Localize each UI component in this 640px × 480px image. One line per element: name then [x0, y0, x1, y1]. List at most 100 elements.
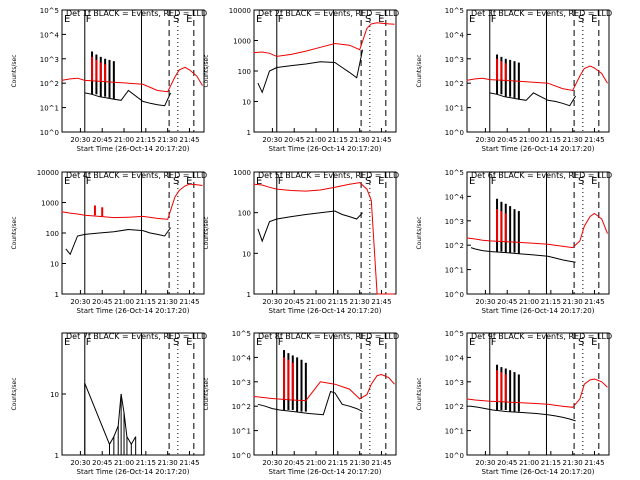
x-tick-label: 21:00 — [519, 298, 539, 306]
event-marker-letter: F — [86, 176, 92, 187]
y-tick-label: 10^4 — [445, 31, 465, 39]
event-marker-letter: F — [491, 176, 497, 187]
x-tick-label: 20:45 — [284, 298, 304, 306]
series-line-events — [489, 92, 577, 107]
x-axis-label: Start Time (26-Oct-14 20:17:20) — [269, 468, 382, 476]
y-axis-label: Counts/sec — [11, 377, 18, 410]
y-tick-label: 1000 — [233, 169, 251, 177]
series-line-lld — [466, 212, 608, 249]
x-tick-label: 21:30 — [563, 136, 583, 144]
x-tick-label: 20:30 — [262, 298, 282, 306]
series-line-events — [257, 210, 363, 243]
event-marker-letter: F — [278, 176, 284, 187]
panel-title: Det 8f BLACK = Events, RED = LLD — [258, 332, 399, 341]
x-tick-label: 21:00 — [519, 459, 539, 467]
y-tick-label: 10^0 — [445, 129, 464, 137]
y-tick-label: 10 — [242, 99, 251, 107]
y-tick-label: 100 — [46, 230, 59, 238]
event-marker-letter: F — [278, 337, 284, 348]
series-line-lld — [466, 65, 608, 92]
detector-panel-3: Det 3f BLACK = Events, RED = LLD Counts/s… — [416, 7, 612, 153]
x-tick-label: 21:45 — [584, 298, 604, 306]
y-tick-label: 10^1 — [445, 428, 464, 436]
plot-frame — [61, 171, 205, 295]
event-marker-letter: S — [173, 337, 179, 348]
x-axis-label: Start Time (26-Oct-14 20:17:20) — [482, 307, 595, 315]
x-tick-label: 21:00 — [306, 298, 326, 306]
y-tick-label: 1 — [55, 452, 59, 460]
x-tick-label: 20:30 — [70, 298, 90, 306]
detector-panel-4: Det 4f BLACK = Events, RED = LLD Counts/s… — [11, 169, 207, 315]
event-marker-letter: S — [578, 337, 584, 348]
x-tick-label: 20:45 — [497, 298, 517, 306]
event-marker-letter: S — [365, 176, 371, 187]
event-marker-letter: E — [469, 14, 475, 25]
event-marker-letter: S — [578, 14, 584, 25]
y-tick-label: 10^2 — [40, 80, 59, 88]
y-tick-label: 1000 — [233, 38, 251, 46]
x-tick-label: 21:45 — [179, 136, 199, 144]
y-axis-label: Counts/sec — [203, 54, 210, 87]
x-tick-label: 21:30 — [350, 459, 370, 467]
panel-title: Det 2f BLACK = Events, RED = LLD — [258, 9, 399, 18]
x-tick-label: 21:45 — [179, 298, 199, 306]
detector-panel-6: Det 6f BLACK = Events, RED = LLD Counts/s… — [416, 169, 612, 315]
plot-frame — [253, 332, 397, 456]
x-axis-label: Start Time (26-Oct-14 20:17:20) — [482, 468, 595, 476]
event-marker-letter: E — [378, 337, 384, 348]
plot-frame — [466, 171, 610, 295]
event-marker-letter: E — [469, 176, 475, 187]
plot-frame — [61, 332, 205, 456]
x-tick-label: 21:00 — [306, 136, 326, 144]
event-marker-letter: E — [256, 176, 262, 187]
event-marker-letter: S — [578, 176, 584, 187]
x-tick-label: 21:15 — [328, 459, 348, 467]
x-tick-label: 21:45 — [179, 459, 199, 467]
y-axis-label: Counts/sec — [416, 216, 423, 249]
series-line-lld — [61, 183, 203, 220]
x-tick-label: 20:45 — [284, 459, 304, 467]
y-tick-label: 10^3 — [445, 218, 464, 226]
y-tick-label: 10^1 — [445, 267, 464, 275]
y-tick-label: 10^2 — [232, 403, 251, 411]
series-line-events — [470, 247, 576, 263]
x-tick-label: 21:15 — [541, 136, 561, 144]
x-tick-label: 21:45 — [371, 459, 391, 467]
event-marker-letter: F — [86, 14, 92, 25]
event-marker-letter: E — [256, 14, 262, 25]
x-axis-label: Start Time (26-Oct-14 20:17:20) — [77, 468, 190, 476]
event-marker-letter: F — [86, 337, 92, 348]
y-tick-label: 10^5 — [445, 169, 464, 177]
series-line-events — [84, 89, 172, 107]
x-tick-label: 21:45 — [584, 459, 604, 467]
event-marker-letter: E — [469, 337, 475, 348]
x-tick-label: 21:15 — [541, 298, 561, 306]
event-marker-letter: F — [491, 14, 497, 25]
y-tick-label: 10 — [50, 261, 59, 269]
y-tick-label: 10^1 — [40, 105, 59, 113]
event-marker-letter: E — [256, 337, 262, 348]
event-marker-letter: E — [64, 14, 70, 25]
event-marker-letter: E — [186, 176, 192, 187]
y-tick-label: 10^2 — [445, 80, 464, 88]
y-tick-label: 10^3 — [40, 56, 59, 64]
series-line-events — [65, 227, 172, 256]
detector-panel-8: Det 8f BLACK = Events, RED = LLD Counts/s… — [203, 330, 399, 476]
series-line-events — [84, 383, 137, 446]
y-tick-label: 10^0 — [232, 452, 251, 460]
event-marker-letter: S — [173, 176, 179, 187]
y-tick-label: 10^2 — [445, 403, 464, 411]
x-tick-label: 21:30 — [563, 298, 583, 306]
x-tick-label: 21:45 — [371, 298, 391, 306]
series-line-lld — [253, 373, 395, 402]
detector-panel-1: Det 1f BLACK = Events, RED = LLD Counts/s… — [11, 7, 207, 153]
x-tick-label: 21:00 — [114, 298, 134, 306]
detector-panel-2: Det 2f BLACK = Events, RED = LLD Counts/s… — [203, 7, 399, 153]
y-tick-label: 10^4 — [445, 354, 465, 362]
event-marker-letter: E — [378, 176, 384, 187]
panel-title: Det 6f BLACK = Events, RED = LLD — [471, 171, 612, 180]
x-axis-label: Start Time (26-Oct-14 20:17:20) — [77, 145, 190, 153]
detector-panel-7: Det 7f BLACK = Events, RED = LLD Counts/s… — [11, 332, 207, 476]
y-tick-label: 10^5 — [232, 330, 251, 338]
x-tick-label: 20:45 — [92, 298, 112, 306]
